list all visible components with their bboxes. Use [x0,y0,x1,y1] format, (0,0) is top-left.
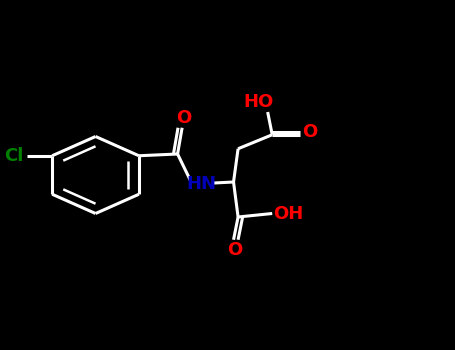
Text: O: O [228,240,243,259]
Text: Cl: Cl [4,147,23,165]
Text: HO: HO [243,93,274,111]
Text: O: O [302,123,317,141]
Text: HN: HN [187,175,217,194]
Text: O: O [176,109,191,127]
Text: OH: OH [273,204,303,223]
